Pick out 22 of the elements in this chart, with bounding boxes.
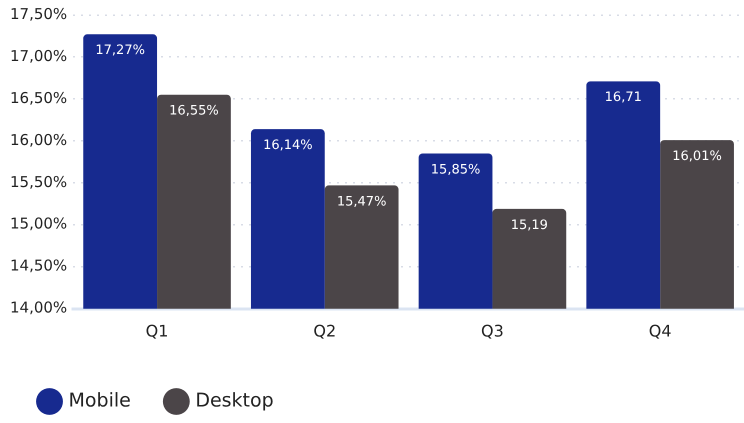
- y-tick-label: 17,00%: [10, 46, 68, 65]
- legend-label: Mobile: [68, 389, 131, 412]
- data-label: 16,55%: [169, 104, 219, 119]
- x-tick-label: Q2: [313, 322, 336, 341]
- data-label: 15,19: [510, 218, 548, 233]
- data-label: 15,47%: [336, 194, 386, 210]
- data-label: 16,14%: [263, 138, 313, 154]
- y-tick-label: 15,00%: [10, 214, 68, 233]
- data-label: 15,85%: [430, 162, 480, 178]
- x-tick-label: Q4: [648, 322, 672, 341]
- legend-label: Desktop: [195, 389, 274, 412]
- y-tick-label: 16,50%: [10, 88, 68, 107]
- x-tick-label: Q3: [481, 322, 504, 341]
- y-tick-label: 17,50%: [10, 4, 68, 23]
- y-tick-label: 16,00%: [10, 130, 68, 149]
- x-tick-label: Q1: [146, 322, 168, 341]
- data-label: 17,27%: [95, 43, 145, 58]
- y-tick-label: 14,50%: [10, 256, 68, 275]
- y-tick-label: 15,50%: [10, 172, 68, 191]
- data-label: 16,01%: [672, 148, 722, 164]
- data-label: 16,71: [604, 90, 642, 106]
- y-tick-label: 14,00%: [10, 298, 68, 317]
